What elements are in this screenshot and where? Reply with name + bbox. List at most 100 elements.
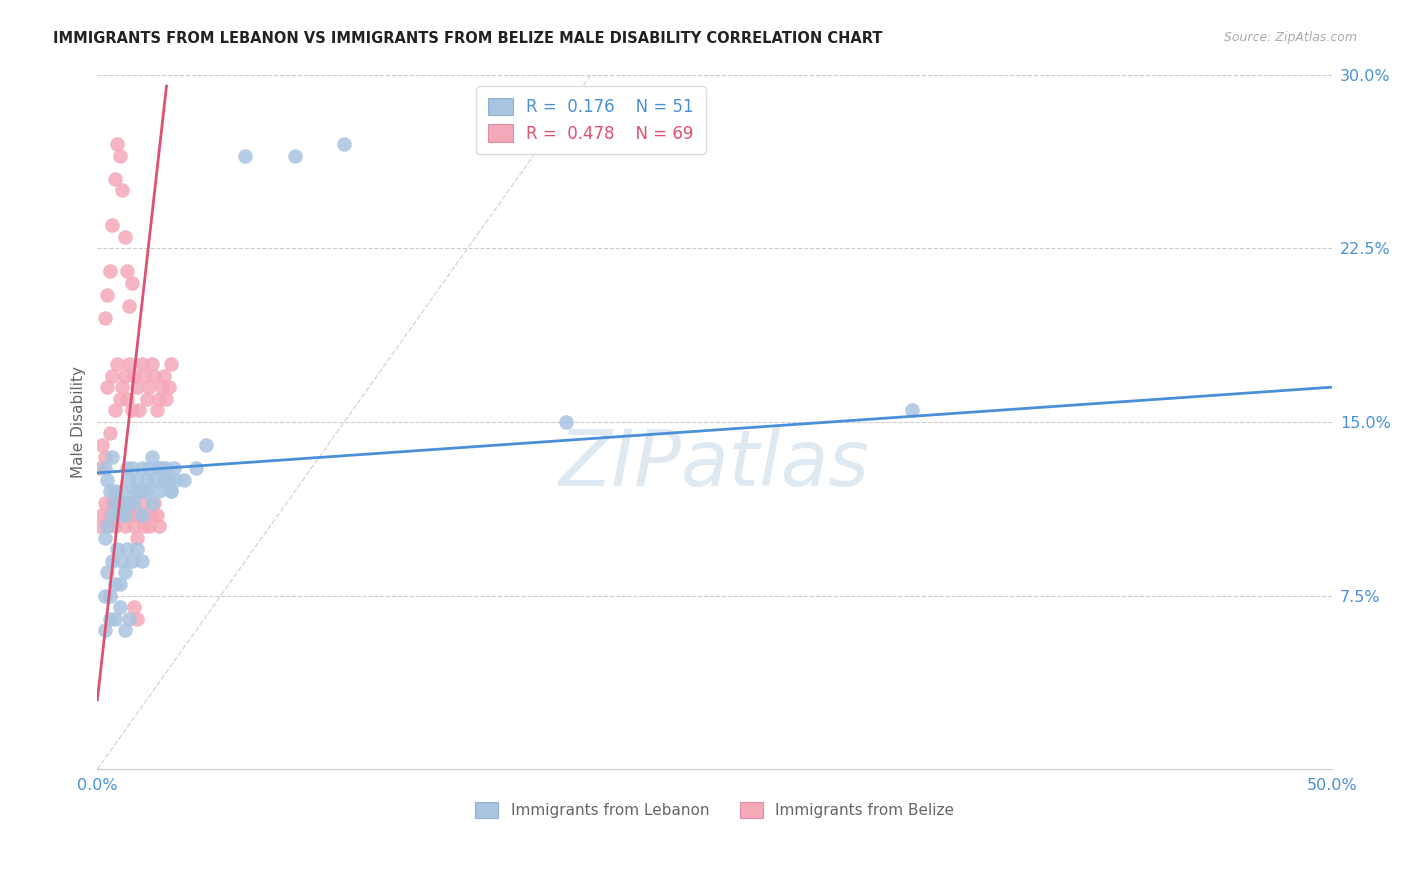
Point bbox=[101, 450, 124, 464]
Point bbox=[118, 299, 141, 313]
Point bbox=[141, 450, 163, 464]
Point bbox=[101, 554, 124, 568]
Point bbox=[131, 554, 153, 568]
Point bbox=[143, 473, 166, 487]
Point bbox=[555, 415, 578, 429]
Point bbox=[111, 484, 134, 499]
Point bbox=[114, 496, 136, 510]
Point bbox=[98, 426, 121, 441]
Point bbox=[141, 508, 163, 522]
Point bbox=[114, 508, 136, 522]
Point bbox=[125, 542, 148, 557]
Point bbox=[121, 554, 143, 568]
Point bbox=[125, 612, 148, 626]
Text: Source: ZipAtlas.com: Source: ZipAtlas.com bbox=[1223, 31, 1357, 45]
Point bbox=[104, 519, 127, 533]
Point bbox=[157, 473, 180, 487]
Point bbox=[98, 589, 121, 603]
Point bbox=[111, 183, 134, 197]
Point bbox=[108, 392, 131, 406]
Point bbox=[145, 461, 167, 475]
Point bbox=[108, 600, 131, 615]
Point bbox=[105, 542, 128, 557]
Point bbox=[121, 461, 143, 475]
Point bbox=[111, 496, 134, 510]
Point bbox=[114, 519, 136, 533]
Point bbox=[124, 519, 146, 533]
Point bbox=[163, 461, 186, 475]
Point bbox=[94, 496, 117, 510]
Point bbox=[138, 380, 160, 394]
Point bbox=[105, 496, 128, 510]
Point bbox=[135, 473, 157, 487]
Point bbox=[155, 392, 177, 406]
Point bbox=[108, 496, 131, 510]
Point bbox=[91, 438, 114, 452]
Point bbox=[184, 461, 207, 475]
Point bbox=[901, 403, 924, 417]
Point bbox=[173, 473, 195, 487]
Point bbox=[138, 519, 160, 533]
Point bbox=[157, 380, 180, 394]
Point bbox=[118, 496, 141, 510]
Point bbox=[91, 508, 114, 522]
Point bbox=[101, 508, 124, 522]
Point bbox=[111, 554, 134, 568]
Point bbox=[118, 496, 141, 510]
Point bbox=[145, 403, 167, 417]
Point bbox=[124, 484, 146, 499]
Point bbox=[96, 473, 118, 487]
Point bbox=[131, 508, 153, 522]
Point bbox=[118, 357, 141, 371]
Point bbox=[165, 473, 187, 487]
Point bbox=[155, 461, 177, 475]
Point bbox=[118, 473, 141, 487]
Point bbox=[141, 357, 163, 371]
Point bbox=[108, 508, 131, 522]
Point bbox=[131, 357, 153, 371]
Point bbox=[148, 461, 170, 475]
Point bbox=[138, 461, 160, 475]
Point bbox=[96, 519, 118, 533]
Point bbox=[195, 438, 218, 452]
Point bbox=[153, 473, 176, 487]
Point bbox=[114, 624, 136, 638]
Point bbox=[104, 171, 127, 186]
Text: ZIPatlas: ZIPatlas bbox=[560, 425, 870, 501]
Point bbox=[101, 496, 124, 510]
Point bbox=[104, 496, 127, 510]
Point bbox=[284, 148, 307, 162]
Point bbox=[153, 473, 176, 487]
Point bbox=[101, 218, 124, 232]
Point bbox=[145, 508, 167, 522]
Point bbox=[114, 566, 136, 580]
Point bbox=[105, 136, 128, 151]
Point bbox=[153, 368, 176, 383]
Point bbox=[114, 368, 136, 383]
Point bbox=[94, 450, 117, 464]
Point bbox=[96, 287, 118, 301]
Point bbox=[135, 484, 157, 499]
Point bbox=[143, 496, 166, 510]
Point bbox=[125, 531, 148, 545]
Point bbox=[89, 461, 111, 475]
Point bbox=[333, 136, 356, 151]
Point bbox=[104, 577, 127, 591]
Point bbox=[115, 264, 138, 278]
Point bbox=[148, 484, 170, 499]
Point bbox=[94, 589, 117, 603]
Point bbox=[135, 508, 157, 522]
Point bbox=[125, 473, 148, 487]
Point bbox=[94, 531, 117, 545]
Point bbox=[125, 484, 148, 499]
Point bbox=[115, 461, 138, 475]
Text: IMMIGRANTS FROM LEBANON VS IMMIGRANTS FROM BELIZE MALE DISABILITY CORRELATION CH: IMMIGRANTS FROM LEBANON VS IMMIGRANTS FR… bbox=[53, 31, 883, 46]
Point bbox=[118, 612, 141, 626]
Point bbox=[94, 461, 117, 475]
Point bbox=[98, 508, 121, 522]
Point bbox=[96, 566, 118, 580]
Legend: Immigrants from Lebanon, Immigrants from Belize: Immigrants from Lebanon, Immigrants from… bbox=[470, 796, 960, 824]
Point bbox=[94, 310, 117, 325]
Point bbox=[89, 519, 111, 533]
Point bbox=[125, 380, 148, 394]
